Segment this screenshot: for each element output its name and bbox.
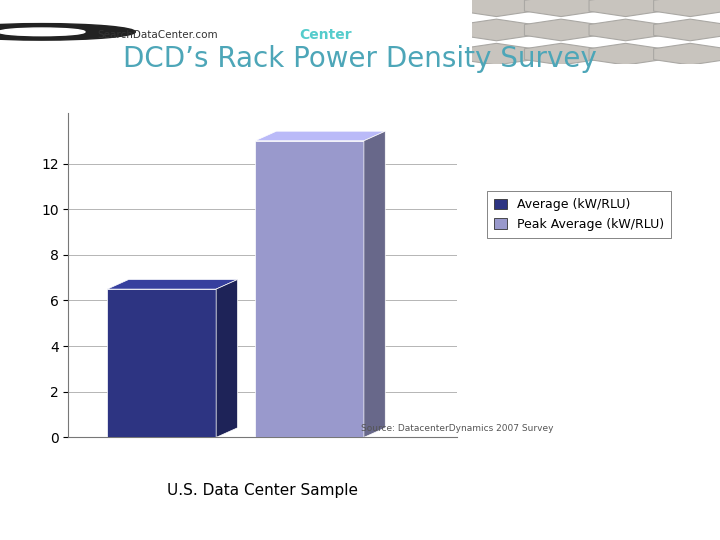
Bar <box>107 289 216 437</box>
Bar <box>255 141 364 437</box>
Circle shape <box>0 24 135 40</box>
Text: Data: Data <box>243 28 276 42</box>
Text: U.S. Data Center Sample: U.S. Data Center Sample <box>167 483 359 498</box>
Ellipse shape <box>17 15 67 49</box>
Text: Decisions: Decisions <box>366 28 432 42</box>
Text: SearchDataCenter.com: SearchDataCenter.com <box>97 30 218 40</box>
Text: DCD’s Rack Power Density Survey: DCD’s Rack Power Density Survey <box>123 45 597 73</box>
Text: Center: Center <box>300 28 352 42</box>
Polygon shape <box>255 131 385 141</box>
Text: Source: DatacenterDynamics 2007 Survey: Source: DatacenterDynamics 2007 Survey <box>361 424 554 433</box>
Polygon shape <box>364 131 385 437</box>
Legend: Average (kW/RLU), Peak Average (kW/RLU): Average (kW/RLU), Peak Average (kW/RLU) <box>487 191 672 238</box>
Polygon shape <box>107 280 238 289</box>
Circle shape <box>0 28 85 36</box>
Polygon shape <box>216 280 238 437</box>
